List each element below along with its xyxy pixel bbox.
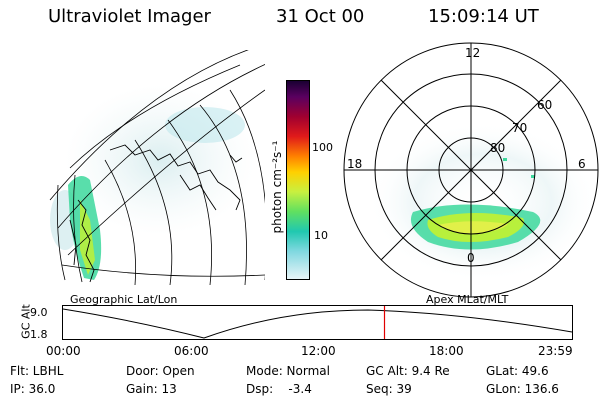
status-dsp: Dsp: -3.4 <box>246 382 312 396</box>
timeline-ytick-max: 9.0 <box>30 306 48 319</box>
status-ip: IP: 36.0 <box>10 382 56 396</box>
colorbar-tick-10: 10 <box>314 229 328 242</box>
status-seq: Seq: 39 <box>366 382 412 396</box>
right-panel-label: Apex MLat/MLT <box>426 293 509 306</box>
status-filter: Flt: LBHL <box>10 364 64 378</box>
orbit-timeline <box>62 305 573 340</box>
timeline-xtick-1: 06:00 <box>174 344 209 358</box>
status-glat: GLat: 49.6 <box>486 364 549 378</box>
lat-label-80: 80 <box>490 141 506 155</box>
status-mode: Mode: Normal <box>246 364 330 378</box>
status-gain: Gain: 13 <box>126 382 177 396</box>
coastlines <box>69 144 243 283</box>
geographic-grid <box>49 50 265 286</box>
mlt-label-0: 0 <box>467 251 475 265</box>
observation-date: 31 Oct 00 <box>276 6 365 27</box>
status-glon: GLon: 136.6 <box>486 382 559 396</box>
colorbar-tick-100: 100 <box>312 141 333 154</box>
mlt-label-12: 12 <box>465 46 481 60</box>
timeline-xtick-3: 18:00 <box>429 344 464 358</box>
timeline-xtick-4: 23:59 <box>538 344 573 358</box>
gc-altitude-curve <box>62 308 573 339</box>
instrument-title: Ultraviolet Imager <box>48 6 211 27</box>
mlt-label-18: 18 <box>347 157 363 171</box>
geographic-map <box>49 50 265 286</box>
mlt-label-6: 6 <box>578 157 586 171</box>
timeline-xtick-0: 00:00 <box>46 344 81 358</box>
lat-label-60: 60 <box>537 98 553 112</box>
colorbar-label: photon cm⁻²s⁻¹ <box>270 140 284 234</box>
status-door: Door: Open <box>126 364 195 378</box>
timeline-xtick-2: 12:00 <box>301 344 336 358</box>
polar-plot <box>343 42 599 298</box>
colorbar <box>286 80 310 280</box>
left-panel-label: Geographic Lat/Lon <box>70 293 178 306</box>
lat-label-70: 70 <box>512 121 528 135</box>
timeline-ytick-min: 1.8 <box>30 328 48 341</box>
status-gc-alt: GC Alt: 9.4 Re <box>366 364 450 378</box>
observation-time: 15:09:14 UT <box>428 6 539 27</box>
polar-grid <box>343 42 599 298</box>
